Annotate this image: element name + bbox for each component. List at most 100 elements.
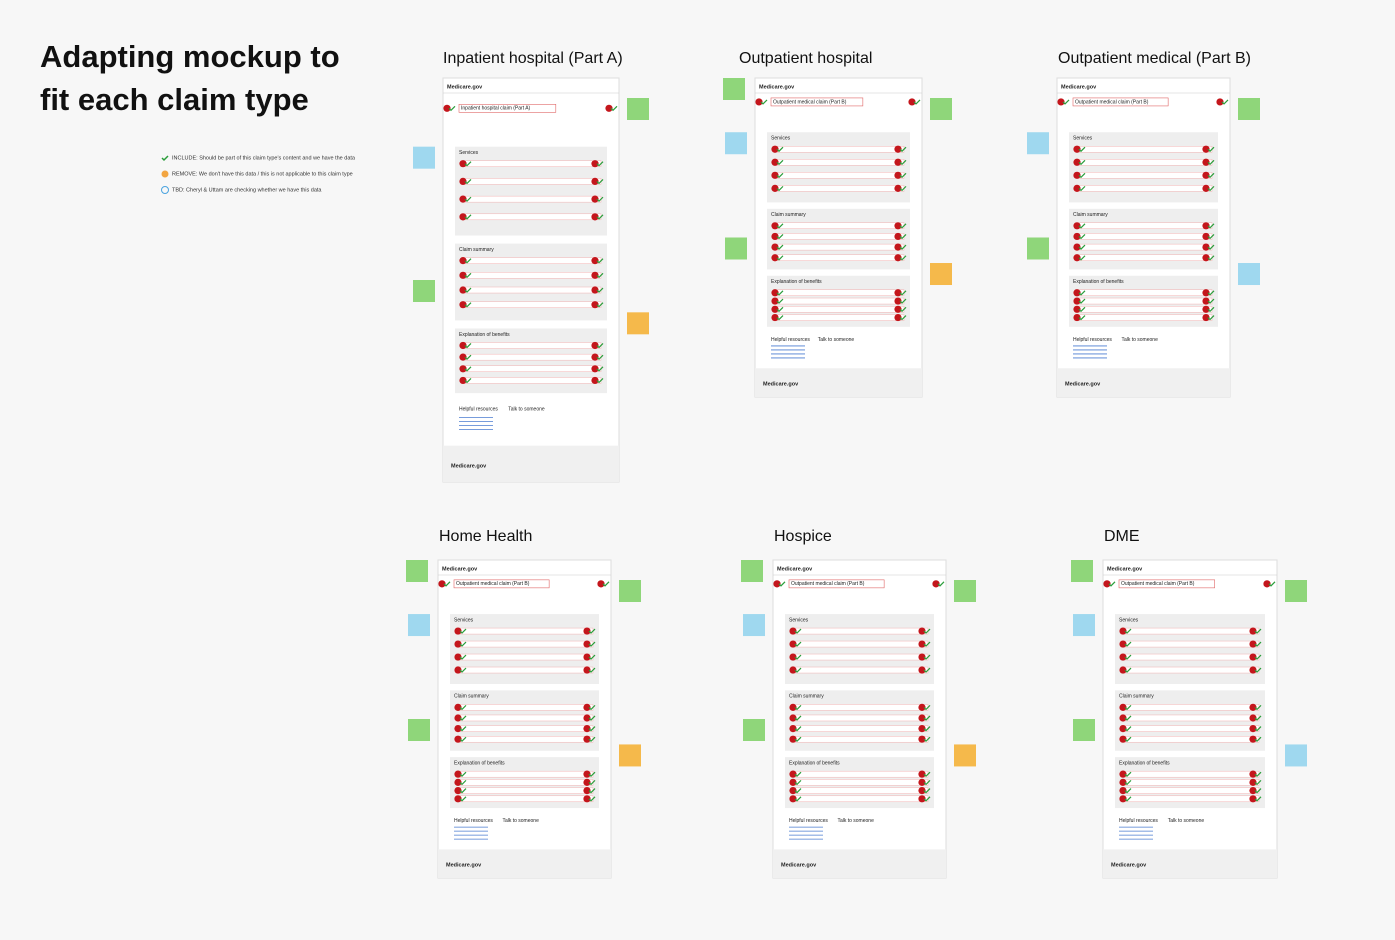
mockup-brand: Medicare.gov — [1107, 566, 1143, 572]
annotation-check — [923, 736, 931, 743]
content-row — [772, 289, 905, 296]
annotation-check — [899, 244, 907, 250]
annotation-check — [1254, 628, 1262, 634]
content-row — [772, 254, 905, 261]
annotation-dot — [1202, 158, 1210, 166]
annotation-check — [1207, 146, 1215, 153]
annotation-check — [1254, 715, 1262, 721]
sticky-note — [619, 580, 641, 602]
annotation-dot — [583, 735, 591, 743]
content-row — [1120, 627, 1260, 635]
annotation-dot — [583, 778, 591, 786]
content-row — [1120, 735, 1260, 743]
annotation-check — [588, 641, 596, 647]
annotation-check — [923, 667, 931, 673]
footer — [773, 849, 946, 878]
annotation-dot — [771, 289, 779, 297]
annotation-check — [923, 796, 931, 802]
footer-brand: Medicare.gov — [1065, 382, 1101, 388]
annotation-check — [464, 214, 472, 220]
board-heading: Outpatient medical (Part B) — [1058, 50, 1251, 67]
content-row — [455, 640, 594, 648]
annotation-check — [899, 185, 907, 192]
content-row — [1074, 159, 1213, 166]
content-row — [455, 714, 594, 722]
annotation-check — [923, 654, 931, 660]
annotation-dot — [591, 376, 599, 385]
sticky-note — [741, 560, 763, 582]
annotation-dot — [454, 735, 462, 743]
content-row — [1120, 725, 1260, 732]
annotation-dot — [918, 653, 926, 661]
annotation-check — [899, 146, 907, 153]
annotation-check — [464, 161, 472, 167]
annotation-check — [1207, 159, 1215, 166]
annotation-dot — [438, 580, 446, 588]
section-title: Claim summary — [454, 694, 489, 700]
annotation-dot — [894, 243, 902, 251]
include-icon — [161, 155, 169, 162]
resources-title: Helpful resources — [1119, 818, 1158, 824]
annotation-dot — [771, 184, 779, 192]
content-row — [460, 286, 602, 294]
claim-heading: Inpatient hospital claim (Part A) — [461, 106, 531, 112]
annotation-dot — [454, 795, 462, 803]
annotation-check — [464, 378, 472, 384]
annotation-check — [596, 196, 604, 202]
annotation-check — [794, 771, 802, 778]
annotation-dot — [771, 305, 779, 313]
content-row — [455, 779, 594, 786]
content-row — [460, 365, 602, 372]
sticky-note — [723, 78, 745, 100]
annotation-check — [899, 234, 907, 240]
footer — [438, 849, 611, 878]
remove-icon — [161, 170, 169, 178]
annotation-check — [1078, 315, 1086, 321]
annotation-dot — [771, 232, 779, 241]
annotation-check — [459, 704, 467, 711]
annotation-dot — [789, 778, 797, 786]
content-row — [1120, 640, 1260, 648]
annotation-dot — [1073, 254, 1081, 262]
annotation-dot — [894, 222, 902, 230]
annotation-check — [596, 343, 604, 349]
annotation-dot — [918, 787, 926, 795]
annotation-dot — [459, 213, 467, 221]
annotation-check — [1254, 654, 1262, 660]
annotation-check — [1207, 185, 1215, 192]
annotation-check — [459, 771, 467, 778]
sticky-note — [725, 132, 747, 155]
annotation-dot — [1249, 735, 1257, 743]
annotation-dot — [789, 787, 797, 795]
mockup-brand: Medicare.gov — [447, 84, 483, 90]
annotation-check — [588, 779, 596, 786]
annotation-check — [1108, 581, 1116, 587]
annotation-dot — [1103, 580, 1111, 588]
resources-title: Helpful resources — [454, 818, 493, 824]
annotation-check — [1254, 641, 1262, 647]
claim-heading-box — [458, 104, 557, 113]
annotation-check — [776, 244, 784, 250]
annotation-dot — [918, 778, 926, 786]
annotation-check — [1078, 172, 1086, 179]
annotation-check — [776, 234, 784, 240]
section-title: Claim summary — [771, 212, 806, 218]
sticky-note — [930, 98, 952, 120]
content-row — [1074, 297, 1213, 305]
annotation-dot — [789, 735, 797, 743]
annotation-dot — [583, 666, 591, 674]
annotation-dot — [918, 795, 926, 803]
content-row — [460, 272, 602, 279]
claim-heading: Outpatient medical claim (Part B) — [1121, 581, 1195, 587]
annotation-dot — [459, 286, 467, 294]
annotation-dot — [771, 297, 779, 305]
annotation-dot — [1073, 289, 1081, 297]
annotation-check — [794, 704, 802, 711]
content-row — [460, 377, 602, 384]
annotation-dot — [1057, 98, 1065, 106]
annotation-dot — [1073, 313, 1081, 322]
annotation-dot — [1249, 640, 1257, 648]
annotation-dot — [771, 222, 779, 230]
content-row — [460, 195, 602, 203]
